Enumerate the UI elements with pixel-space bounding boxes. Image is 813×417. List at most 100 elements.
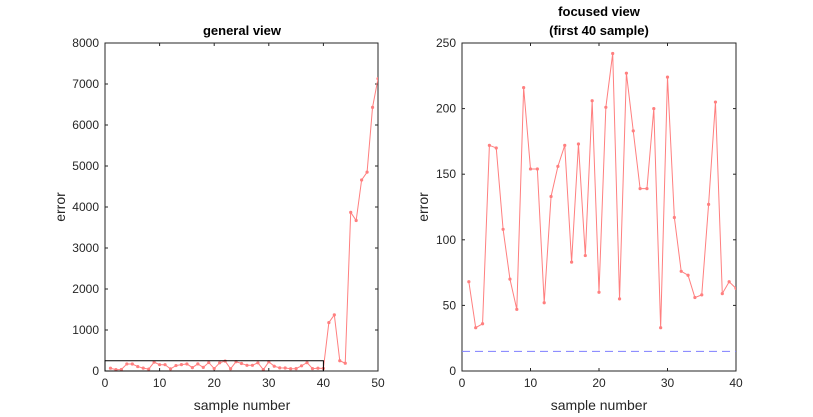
- data-point: [327, 321, 331, 325]
- x-axis-label: sample number: [551, 397, 648, 413]
- data-point: [114, 368, 118, 371]
- data-point: [487, 143, 491, 147]
- data-point: [256, 361, 260, 365]
- data-point: [501, 227, 505, 231]
- y-axis-label: error: [52, 192, 68, 222]
- data-point: [163, 363, 167, 367]
- data-point: [305, 360, 309, 365]
- x-tick-label: 20: [208, 376, 222, 390]
- y-tick-label: 6000: [72, 118, 99, 132]
- data-point: [631, 129, 635, 133]
- data-point: [611, 51, 615, 56]
- y-tick-label: 4000: [72, 200, 99, 214]
- data-point: [185, 362, 189, 366]
- data-point: [480, 322, 485, 326]
- x-tick-label: 40: [729, 376, 743, 390]
- chart-title: general view: [203, 23, 282, 38]
- chart-title: focused view: [558, 4, 641, 19]
- data-point: [152, 360, 156, 364]
- y-tick-label: 7000: [72, 77, 99, 91]
- data-point: [707, 202, 711, 206]
- data-point: [354, 218, 358, 223]
- y-tick-label: 50: [443, 298, 457, 312]
- data-point: [549, 194, 553, 199]
- data-point: [119, 367, 123, 371]
- data-point: [645, 187, 649, 191]
- x-tick-label: 10: [524, 376, 538, 390]
- data-point: [686, 273, 690, 277]
- data-point: [360, 178, 364, 182]
- data-point: [474, 326, 478, 330]
- x-tick-label: 30: [262, 376, 276, 390]
- data-point: [727, 280, 731, 284]
- data-point: [659, 326, 663, 330]
- data-point: [720, 291, 724, 296]
- series-layer: [462, 51, 736, 352]
- data-point: [272, 364, 276, 368]
- data-point: [583, 253, 587, 258]
- panel-focused-view: focused view (first 40 sample) sample nu…: [415, 4, 743, 413]
- data-point: [713, 100, 718, 104]
- data-point: [652, 107, 656, 111]
- data-point: [535, 167, 539, 171]
- data-point: [590, 99, 594, 103]
- data-point: [289, 367, 293, 371]
- x-tick-label: 0: [459, 376, 466, 390]
- data-point: [294, 367, 298, 371]
- y-tick-label: 2000: [72, 282, 99, 296]
- data-point: [239, 361, 244, 366]
- x-tick-label: 30: [661, 376, 675, 390]
- data-point: [349, 210, 353, 214]
- data-point: [190, 365, 194, 370]
- data-point: [136, 364, 140, 369]
- data-point: [679, 269, 683, 273]
- data-point: [179, 363, 184, 367]
- data-point: [332, 313, 336, 317]
- data-point: [700, 293, 704, 297]
- data-point: [617, 297, 622, 301]
- data-point: [370, 105, 375, 109]
- data-point: [665, 75, 670, 79]
- data-point: [141, 366, 145, 370]
- data-point: [130, 362, 134, 366]
- data-point: [343, 361, 347, 365]
- data-point: [508, 277, 512, 281]
- y-tick-label: 0: [449, 364, 456, 378]
- data-point: [250, 363, 255, 367]
- y-axis-label: error: [415, 192, 431, 222]
- data-point: [218, 361, 222, 365]
- data-point: [597, 290, 601, 294]
- data-point: [168, 367, 173, 371]
- data-point: [365, 170, 369, 174]
- x-tick-label: 10: [153, 376, 167, 390]
- data-point: [515, 307, 519, 311]
- data-point: [299, 364, 304, 368]
- x-tick-label: 50: [371, 376, 385, 390]
- data-point: [207, 360, 211, 365]
- data-point: [376, 77, 378, 81]
- data-point: [316, 366, 320, 370]
- y-tick-label: 200: [436, 102, 456, 116]
- data-point: [261, 368, 265, 371]
- data-point: [278, 366, 282, 370]
- data-point: [108, 366, 113, 370]
- data-point: [638, 187, 642, 191]
- data-point: [338, 359, 342, 363]
- data-point: [672, 215, 676, 220]
- data-point: [125, 362, 129, 366]
- data-point: [693, 295, 697, 300]
- plot-area: [461, 42, 737, 372]
- data-point: [147, 367, 151, 371]
- y-tick-label: 1000: [72, 323, 99, 337]
- chart-subtitle: (first 40 sample): [549, 23, 649, 38]
- data-point: [570, 260, 574, 264]
- y-tick-label: 150: [436, 167, 456, 181]
- data-point: [624, 71, 629, 75]
- data-point: [467, 280, 471, 284]
- data-point: [556, 164, 560, 168]
- data-point: [174, 363, 178, 368]
- y-tick-label: 0: [92, 364, 99, 378]
- y-tick-label: 250: [436, 36, 456, 50]
- y-tick-label: 5000: [72, 159, 99, 173]
